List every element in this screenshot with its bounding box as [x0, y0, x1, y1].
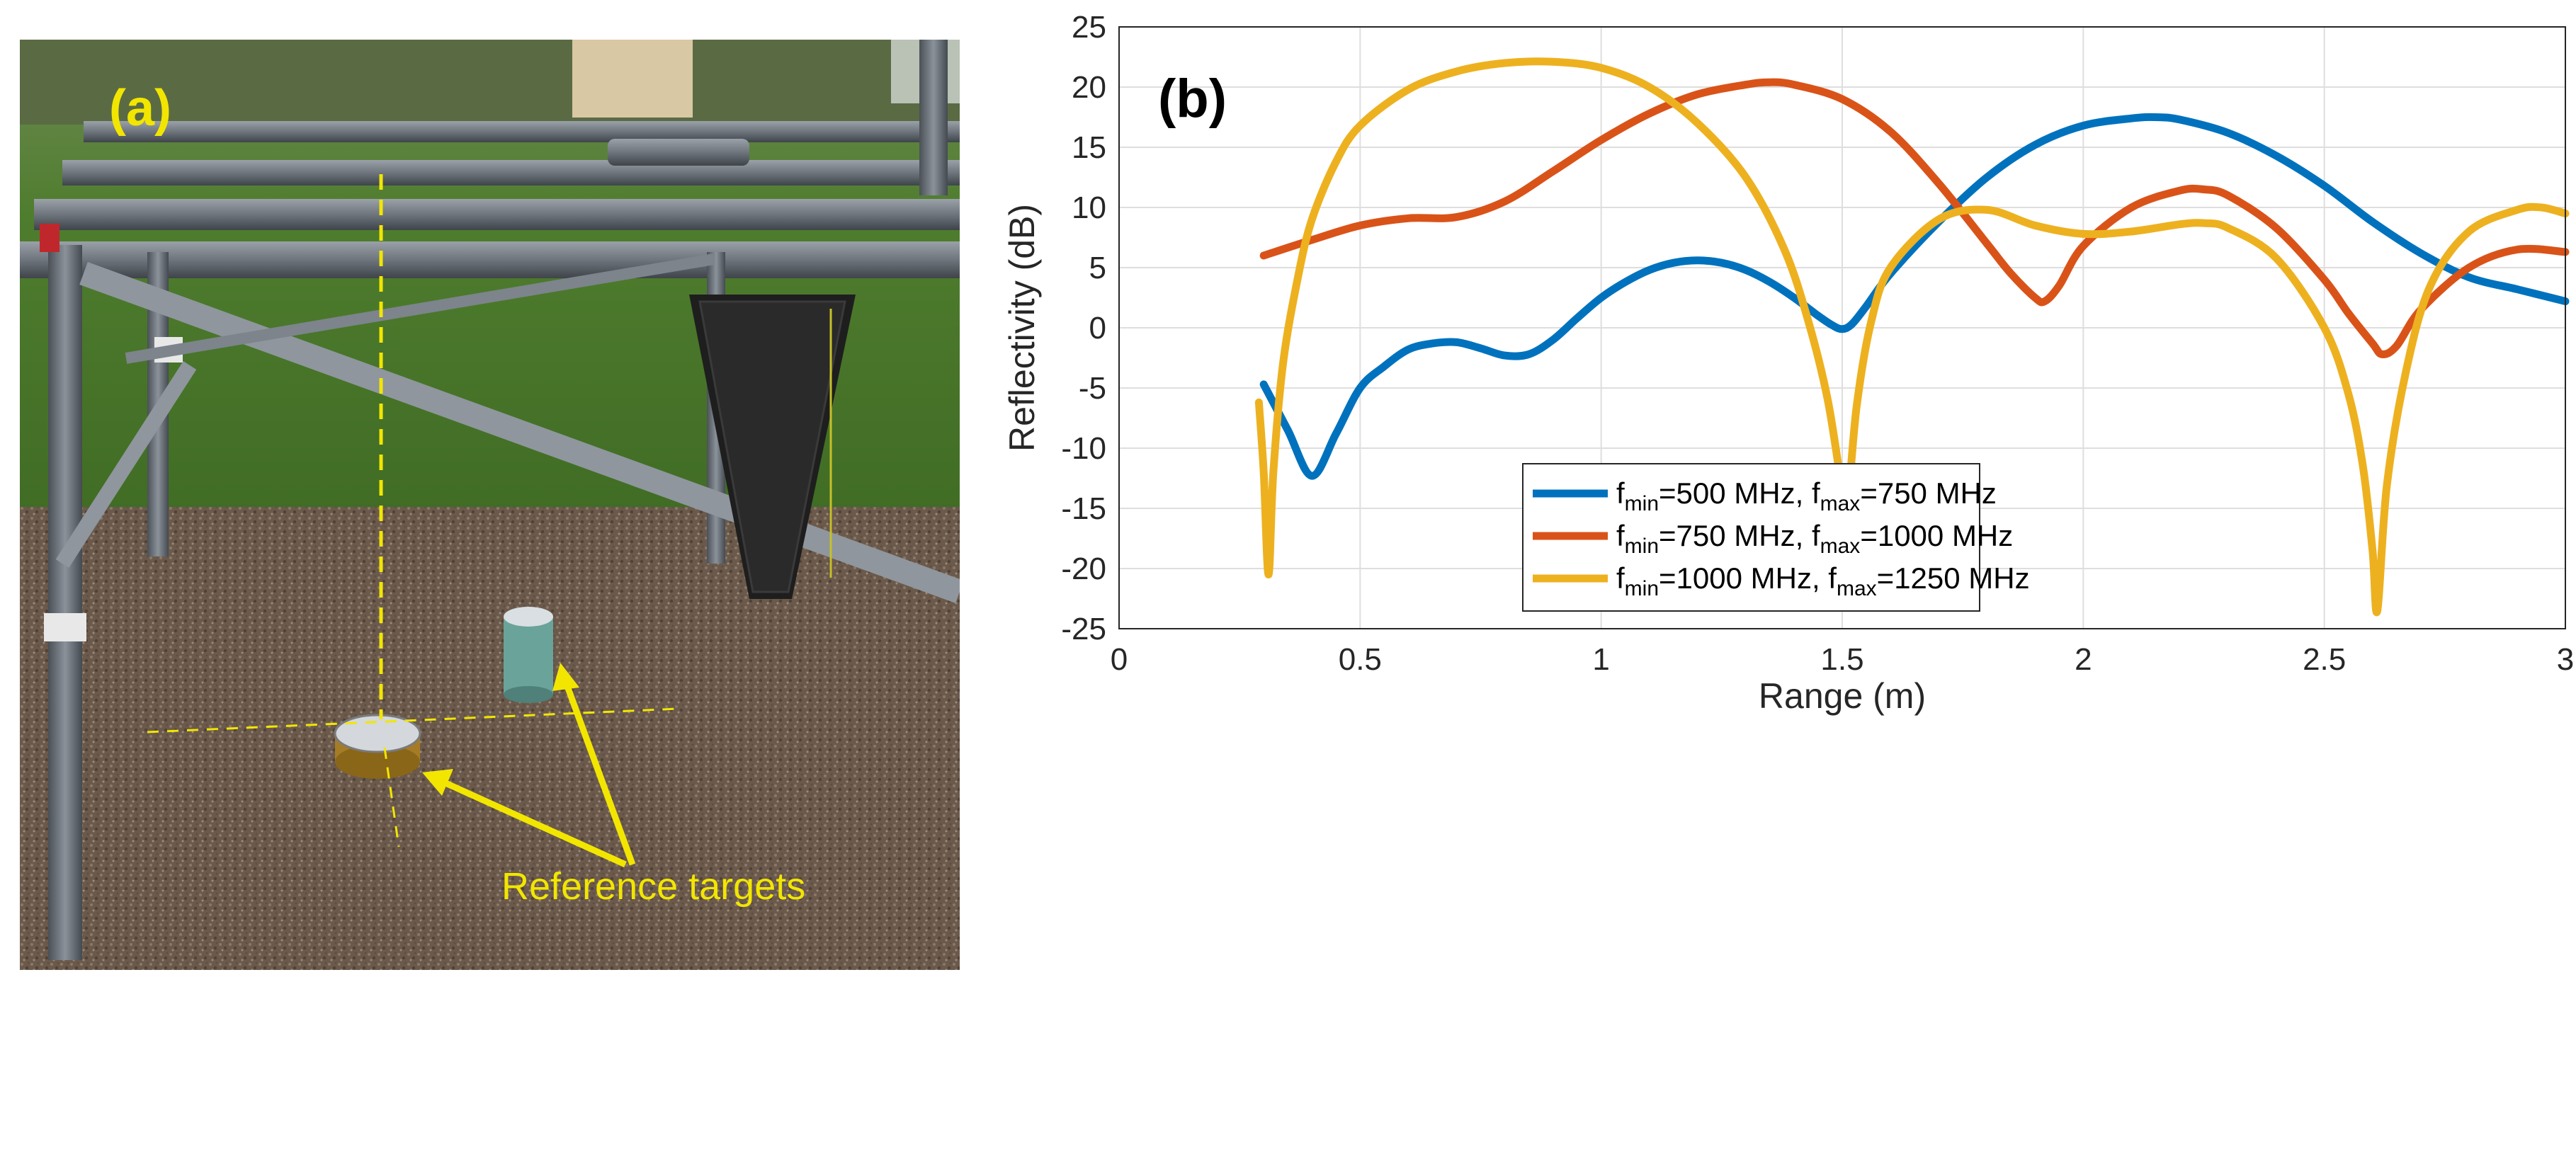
y-tick-label: 0	[1089, 311, 1106, 346]
y-tick-label: -25	[1061, 612, 1106, 646]
x-tick-label: 2	[2075, 642, 2092, 677]
y-tick-label: -20	[1061, 552, 1106, 586]
photo-panel: (a) Reference targets	[20, 40, 960, 970]
y-tick-label: -15	[1061, 491, 1106, 526]
panel-a-label: (a)	[109, 80, 171, 137]
legend-entry-2: fmin=750 MHz, fmax=1000 MHz	[1616, 519, 2013, 558]
axes-frame	[1118, 26, 2566, 629]
y-tick-label: 20	[1072, 70, 1106, 105]
reflectivity-chart: 0 0.5 1 1.5 2 2.5 3 -25 -20 -15 -10 -5 0 5 10 15 20 25 Ra…	[1002, 10, 2574, 716]
legend-entry-1: fmin=500 MHz, fmax=750 MHz	[1616, 476, 1997, 515]
chart-panel: 0 0.5 1 1.5 2 2.5 3 -25 -20 -15 -10 -5 0 5 10 15 20 25 Ra…	[977, 0, 2576, 1159]
x-tick-label: 3	[2557, 642, 2574, 677]
x-tick-label: 0	[1111, 642, 1128, 677]
legend-entry-3: fmin=1000 MHz, fmax=1250 MHz	[1616, 561, 2030, 600]
y-axis-label: Reflectivity (dB)	[1002, 204, 1042, 452]
y-tick-label: -10	[1061, 431, 1106, 466]
panel-b-label: (b)	[1158, 69, 1227, 129]
tick-layer: 0 0.5 1 1.5 2 2.5 3 -25 -20 -15 -10 -5 0 5 10 15 20 25	[1061, 10, 2574, 677]
y-tick-label: 10	[1072, 190, 1106, 225]
series-line-3	[1254, 57, 2570, 617]
legend: fmin=500 MHz, fmax=750 MHz fmin=750 MHz, …	[1522, 463, 2030, 612]
x-tick-label: 0.5	[1339, 642, 1382, 677]
series-line-2	[1259, 78, 2570, 358]
x-tick-label: 1.5	[1820, 642, 1863, 677]
x-axis-label: Range (m)	[1759, 676, 1926, 716]
reference-targets-annotation: Reference targets	[501, 865, 806, 908]
x-tick-label: 1	[1592, 642, 1609, 677]
field-setup-photo	[20, 40, 960, 970]
y-tick-label: 25	[1072, 10, 1106, 45]
series-layer	[1254, 57, 2570, 617]
y-tick-label: 5	[1089, 251, 1106, 285]
y-tick-label: -5	[1079, 371, 1106, 406]
y-tick-label: 15	[1072, 130, 1106, 165]
x-tick-label: 2.5	[2303, 642, 2346, 677]
series-line-1	[1259, 113, 2570, 480]
